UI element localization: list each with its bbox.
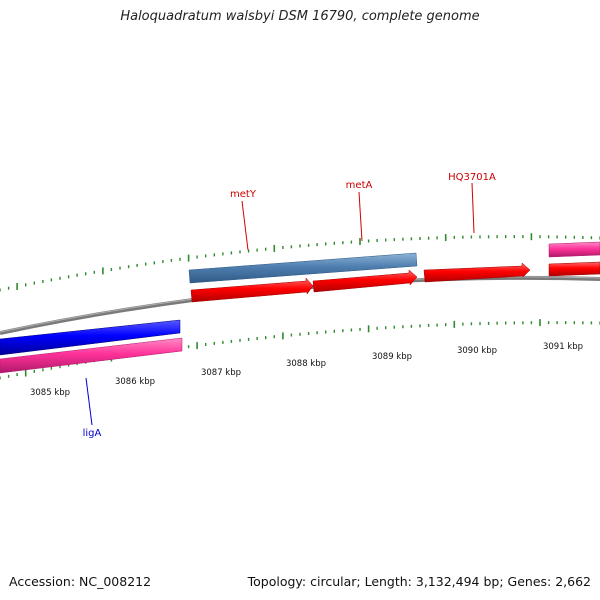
accession-label: Accession: NC_008212	[9, 574, 152, 589]
scale-label-3090: 3090 kbp	[457, 346, 497, 356]
cds-arrow-metY	[190, 277, 314, 303]
scale-label-3089: 3089 kbp	[372, 352, 412, 362]
leader-line-HQ3701A	[471, 182, 475, 234]
gene-label-metA: metA	[346, 180, 373, 191]
leader-line-metA	[358, 191, 363, 242]
leader-line-metY	[241, 200, 249, 251]
cds-arrow-HQ3701A	[423, 262, 531, 283]
cds-bar-ligA	[0, 319, 181, 356]
gene-bar-steelblue	[188, 252, 418, 284]
outer-tick-ring	[0, 233, 600, 292]
gene-leader-lines	[85, 182, 475, 426]
scale-label-3086: 3086 kbp	[115, 377, 155, 387]
genome-summary-label: Topology: circular; Length: 3,132,494 bp…	[247, 574, 591, 589]
forward-strand-features	[188, 241, 600, 303]
scale-label-3085: 3085 kbp	[30, 388, 70, 398]
cds-arrow-right-edge	[548, 261, 600, 277]
gene-labels: metY metA HQ3701A ligA	[83, 172, 496, 439]
map-title: Haloquadratum walsbyi DSM 16790, complet…	[120, 9, 480, 24]
scale-labels: 3085 kbp 3086 kbp 3087 kbp 3088 kbp 3089…	[30, 342, 583, 398]
cds-arrow-metA	[312, 269, 418, 293]
gene-label-HQ3701A: HQ3701A	[448, 172, 496, 183]
leader-line-ligA	[85, 377, 93, 426]
reverse-strand-features	[0, 319, 183, 374]
scale-label-3091: 3091 kbp	[543, 342, 583, 352]
rna-gene-bar-left	[0, 337, 183, 374]
rna-gene-bar-right	[548, 241, 600, 258]
gene-label-ligA: ligA	[83, 428, 102, 439]
scale-label-3088: 3088 kbp	[286, 359, 326, 369]
scale-label-3087: 3087 kbp	[201, 368, 241, 378]
gene-label-metY: metY	[230, 189, 257, 200]
